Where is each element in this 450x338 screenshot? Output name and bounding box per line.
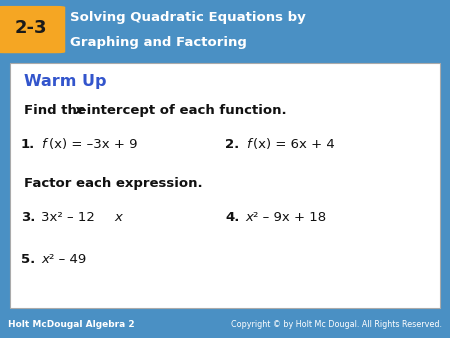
Text: 1.: 1. xyxy=(21,138,35,151)
Text: Warm Up: Warm Up xyxy=(24,74,107,89)
Text: 3x² – 12: 3x² – 12 xyxy=(41,211,95,224)
Text: Solving Quadratic Equations by: Solving Quadratic Equations by xyxy=(70,11,306,24)
Text: 2.: 2. xyxy=(225,138,239,151)
Text: 5.: 5. xyxy=(21,252,35,266)
Text: x: x xyxy=(114,211,122,224)
Text: ² – 49: ² – 49 xyxy=(49,252,86,266)
Text: f: f xyxy=(246,138,250,151)
Text: (x) = –3x + 9: (x) = –3x + 9 xyxy=(49,138,137,151)
Text: 2-3: 2-3 xyxy=(14,19,47,38)
Text: (x) = 6x + 4: (x) = 6x + 4 xyxy=(253,138,335,151)
Text: x: x xyxy=(41,252,49,266)
Text: -intercept of each function.: -intercept of each function. xyxy=(81,103,287,117)
FancyBboxPatch shape xyxy=(0,6,65,53)
Text: Find the: Find the xyxy=(24,103,90,117)
FancyBboxPatch shape xyxy=(10,63,440,308)
Text: x: x xyxy=(75,103,83,117)
Text: 4.: 4. xyxy=(225,211,239,224)
Text: Copyright © by Holt Mc Dougal. All Rights Reserved.: Copyright © by Holt Mc Dougal. All Right… xyxy=(231,320,442,329)
Text: Factor each expression.: Factor each expression. xyxy=(24,177,203,190)
Text: Holt McDougal Algebra 2: Holt McDougal Algebra 2 xyxy=(8,320,135,329)
Text: Graphing and Factoring: Graphing and Factoring xyxy=(70,36,247,49)
Text: x: x xyxy=(246,211,253,224)
Text: f: f xyxy=(41,138,46,151)
Text: ² – 9x + 18: ² – 9x + 18 xyxy=(253,211,326,224)
Text: 3.: 3. xyxy=(21,211,35,224)
